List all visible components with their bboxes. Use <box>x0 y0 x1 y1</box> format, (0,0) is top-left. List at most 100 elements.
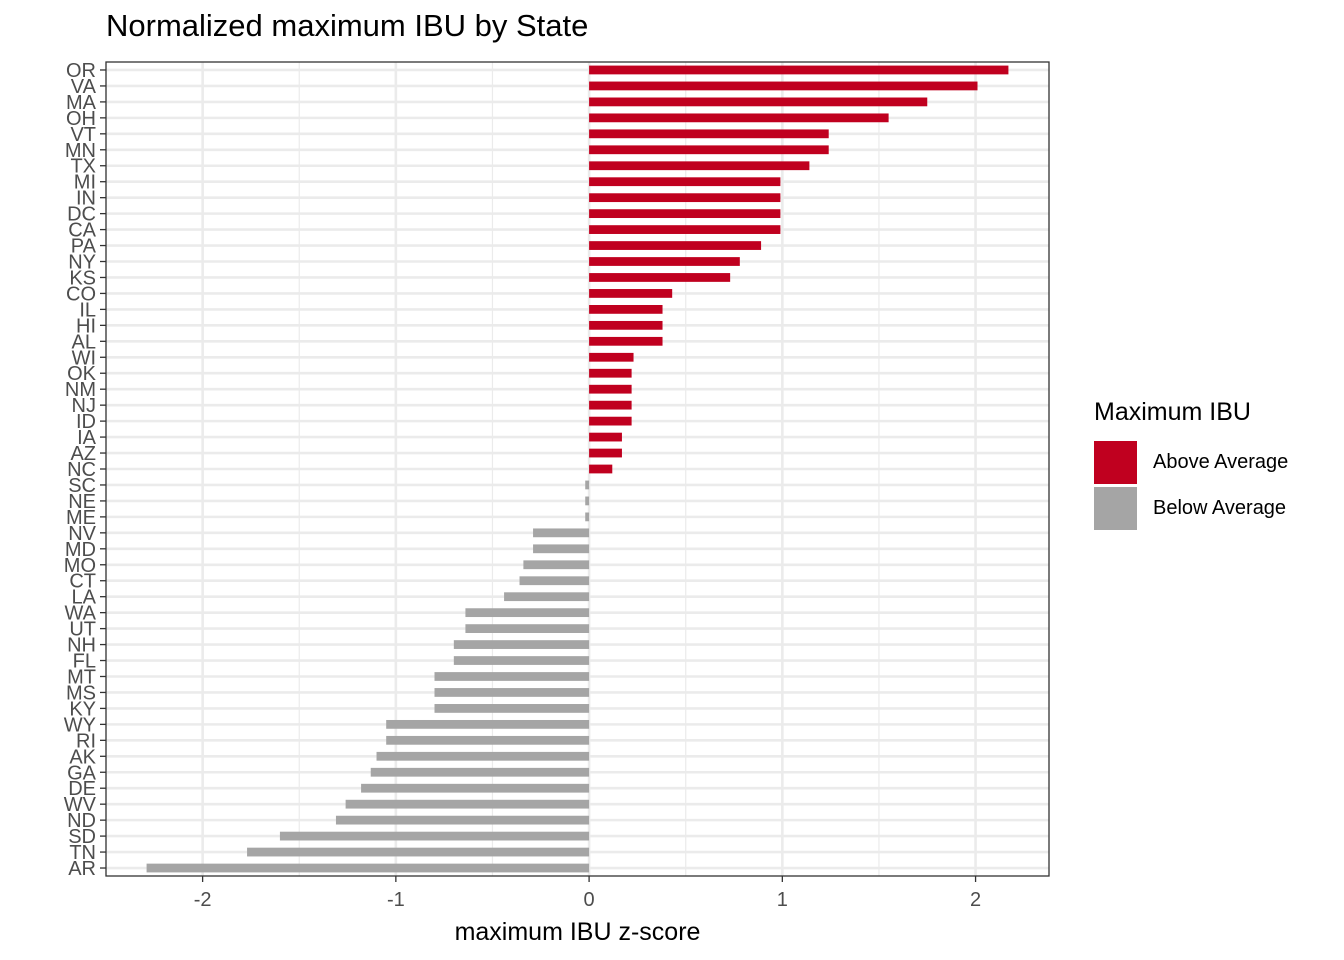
y-tick-label: PA <box>71 236 97 258</box>
bar-dc <box>589 209 781 219</box>
y-tick-label: FL <box>73 651 96 673</box>
chart-title: Normalized maximum IBU by State <box>106 8 589 43</box>
bar-ut <box>465 624 590 633</box>
y-tick-label: MA <box>66 92 97 114</box>
bar-mt <box>434 672 590 681</box>
y-tick-label: OK <box>67 363 97 385</box>
y-tick-label: MN <box>65 140 96 162</box>
bar-wi <box>589 352 634 362</box>
y-tick-label: ND <box>67 810 96 832</box>
bar-ny <box>589 257 740 266</box>
legend-item-above: Above Average <box>1094 439 1288 485</box>
y-tick-label: SC <box>68 475 96 497</box>
bar-ky <box>434 704 590 713</box>
y-tick-label: SD <box>68 826 96 848</box>
bar-wv <box>345 799 590 809</box>
bar-ak <box>376 751 590 761</box>
bar-id <box>589 416 632 426</box>
bar-wa <box>465 608 590 618</box>
y-tick-label: LA <box>72 587 97 609</box>
bars <box>146 65 1009 873</box>
bar-ia <box>589 432 622 442</box>
bar-nc <box>589 464 613 474</box>
y-tick-label: CT <box>69 571 96 593</box>
bar-ok <box>589 368 632 378</box>
y-tick-label: CO <box>66 283 96 305</box>
y-tick-label: TX <box>70 156 96 178</box>
legend-swatch-below <box>1094 486 1137 530</box>
bar-me <box>585 512 590 522</box>
y-tick-label: HI <box>76 315 96 337</box>
y-tick-label: GA <box>67 762 97 784</box>
bar-md <box>533 544 590 554</box>
y-tick-label: MD <box>65 539 96 561</box>
bar-ms <box>434 688 590 697</box>
y-tick-label: WY <box>64 714 96 736</box>
y-tick-label: IN <box>76 188 96 210</box>
axes: ORVAMAOHVTMNTXMIINDCCAPANYKSCOILHIALWIOK… <box>64 60 981 911</box>
bar-al <box>589 336 663 346</box>
y-tick-label: IL <box>79 299 96 321</box>
bar-nm <box>589 384 632 394</box>
y-tick-label: AL <box>72 331 96 353</box>
bar-nj <box>589 400 632 410</box>
legend-label-below: Below Average <box>1153 496 1287 519</box>
bar-co <box>589 289 673 298</box>
y-tick-label: NE <box>68 491 96 513</box>
y-tick-label: NC <box>67 459 96 481</box>
y-tick-label: AZ <box>70 443 96 465</box>
bar-ma <box>589 97 928 107</box>
bar-ne <box>585 496 590 506</box>
y-tick-label: AR <box>68 858 96 880</box>
bar-ca <box>589 225 781 234</box>
x-tick-label: 0 <box>584 889 595 911</box>
y-tick-label: NH <box>67 635 96 657</box>
bar-nh <box>453 640 590 649</box>
x-axis-title: maximum IBU z-score <box>455 918 701 946</box>
y-tick-label: NJ <box>72 395 96 417</box>
y-tick-label: ID <box>76 411 96 433</box>
x-tick-label: 2 <box>970 889 981 911</box>
x-tick-label: -1 <box>387 889 405 911</box>
y-tick-label: CA <box>68 220 96 242</box>
bar-hi <box>589 320 663 330</box>
bar-il <box>589 305 663 314</box>
y-tick-label: AK <box>69 746 96 768</box>
legend-label-above: Above Average <box>1153 450 1289 473</box>
bar-va <box>589 81 978 91</box>
y-tick-label: KY <box>69 698 96 720</box>
y-tick-label: OR <box>66 60 96 82</box>
bar-vt <box>589 129 829 139</box>
y-tick-label: WI <box>72 347 96 369</box>
y-tick-label: NV <box>68 523 96 545</box>
bar-tx <box>589 161 810 171</box>
y-tick-label: NM <box>65 379 96 401</box>
y-tick-label: TN <box>69 842 96 864</box>
legend-title: Maximum IBU <box>1094 398 1251 426</box>
y-tick-label: MS <box>66 682 96 704</box>
y-tick-label: MO <box>64 555 96 577</box>
y-tick-label: KS <box>69 267 96 289</box>
bar-sd <box>279 831 590 841</box>
y-tick-label: OH <box>66 108 96 130</box>
y-tick-label: UT <box>69 619 96 641</box>
x-tick-label: 1 <box>777 889 788 911</box>
x-tick-label: -2 <box>194 889 212 911</box>
y-tick-label: DC <box>67 204 96 226</box>
bar-oh <box>589 113 889 123</box>
bar-ri <box>386 735 590 745</box>
bar-tn <box>247 847 590 857</box>
y-tick-label: NY <box>68 252 96 274</box>
y-tick-label: WA <box>65 603 97 625</box>
bar-de <box>361 783 590 793</box>
bar-nd <box>335 815 590 825</box>
bar-in <box>589 193 781 203</box>
bar-ar <box>146 863 590 873</box>
y-tick-label: WV <box>64 794 97 816</box>
bar-sc <box>585 480 590 490</box>
bar-la <box>504 592 590 602</box>
bar-wy <box>386 719 590 729</box>
y-tick-label: RI <box>76 730 96 752</box>
bar-mn <box>589 145 829 155</box>
